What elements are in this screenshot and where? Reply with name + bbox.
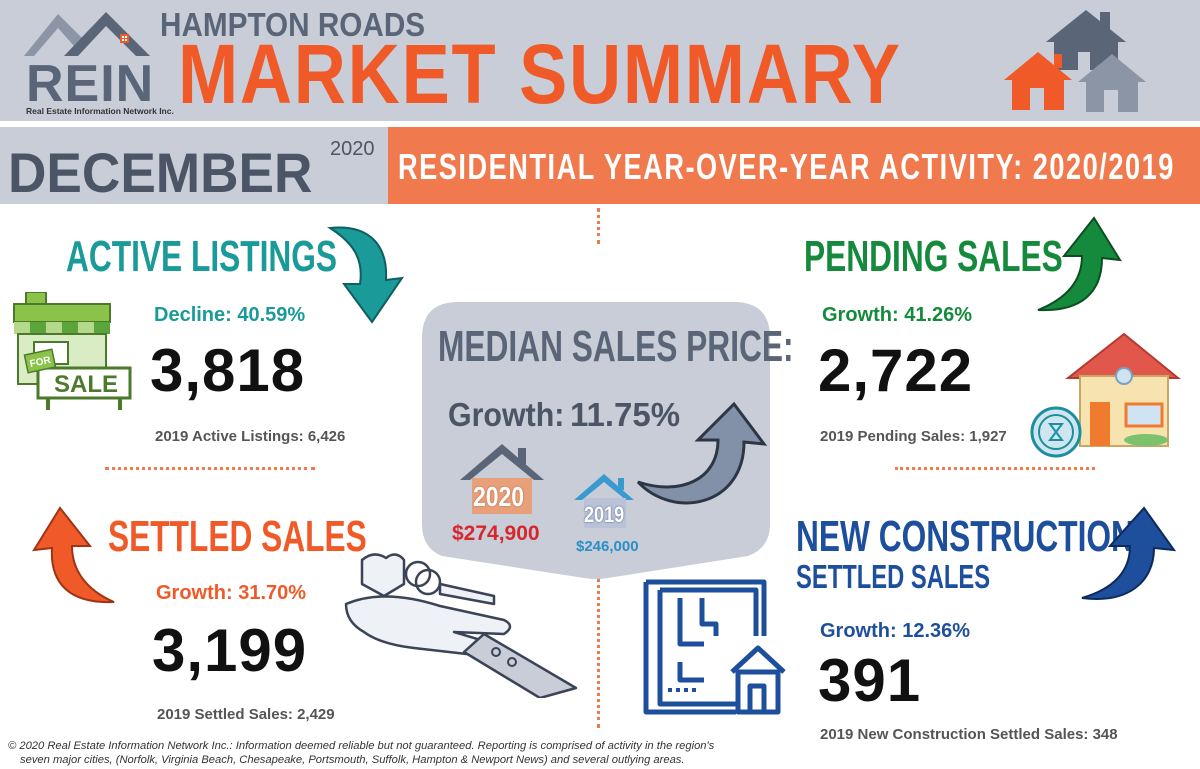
- median-price-current: $274,900: [452, 522, 540, 545]
- floor-plan-icon: [643, 579, 786, 715]
- settled-sales-title: SETTLED SALES: [108, 512, 367, 561]
- brand-subtitle: Real Estate Information Network Inc.: [26, 106, 174, 116]
- up-arrow-icon: [636, 401, 768, 505]
- banner-band: [388, 127, 1200, 204]
- active-listings-title: ACTIVE LISTINGS: [66, 232, 338, 281]
- up-arrow-icon: [1081, 506, 1177, 600]
- pending-sales-change: Growth: 41.26%: [822, 304, 973, 326]
- pending-sales-prior: 2019 Pending Sales: 1,927: [820, 428, 1007, 445]
- for-sign-text: FOR: [29, 355, 53, 370]
- divider-top: [597, 208, 600, 244]
- sale-sign-text: SALE: [54, 371, 118, 398]
- active-listings-change: Decline: 40.59%: [154, 304, 306, 326]
- year-label: 2020: [330, 138, 375, 160]
- house-icon: [1030, 332, 1181, 458]
- new-construction-change: Growth: 12.36%: [820, 620, 971, 642]
- hand-with-keys-icon: [344, 553, 578, 698]
- active-listings-value: 3,818: [150, 337, 306, 404]
- month-label: DECEMBER: [8, 141, 313, 204]
- divider-bottom: [597, 578, 600, 728]
- new-construction-prior: 2019 New Construction Settled Sales: 348: [820, 726, 1118, 743]
- down-arrow-icon: [327, 226, 405, 324]
- divider-left: [105, 467, 315, 470]
- header-band: [0, 0, 1200, 121]
- median-price-change-label: Growth:: [448, 396, 565, 433]
- header-divider: [0, 121, 1200, 127]
- settled-sales-change: Growth: 31.70%: [156, 582, 307, 604]
- settled-sales-value: 3,199: [152, 617, 308, 684]
- houses-cluster-icon: [1004, 10, 1146, 112]
- house-2020-icon: [460, 444, 544, 514]
- active-listings-prior: 2019 Active Listings: 6,426: [155, 428, 346, 445]
- activity-banner: RESIDENTIAL YEAR-OVER-YEAR ACTIVITY: 202…: [398, 146, 1175, 187]
- footer-disclaimer-line1: © 2020 Real Estate Information Network I…: [8, 740, 715, 752]
- up-arrow-icon: [32, 506, 115, 604]
- footer-disclaimer-line2: seven major cities, (Norfolk, Virginia B…: [20, 754, 685, 766]
- region-title: HAMPTON ROADS: [160, 6, 426, 43]
- page-title: MARKET SUMMARY: [178, 27, 902, 121]
- median-price-change-pct: 11.75%: [570, 396, 681, 433]
- new-construction-value: 391: [818, 647, 922, 714]
- brand-logo-text: REIN: [26, 55, 155, 113]
- new-construction-title: NEW CONSTRUCTION: [796, 512, 1134, 561]
- median-price-prior: $246,000: [576, 538, 639, 555]
- house-2019-icon: [574, 474, 634, 528]
- settled-sales-prior: 2019 Settled Sales: 2,429: [157, 706, 335, 723]
- up-arrow-icon: [1037, 216, 1122, 312]
- pending-sales-value: 2,722: [818, 337, 974, 404]
- divider-right: [895, 467, 1095, 470]
- median-year-prior: 2019: [584, 502, 625, 527]
- median-price-title: MEDIAN SALES PRICE:: [438, 322, 794, 371]
- median-year-current: 2020: [473, 481, 525, 512]
- rein-logo-houses-icon: [24, 12, 150, 56]
- pending-sales-title: PENDING SALES: [804, 232, 1063, 281]
- new-construction-subtitle: SETTLED SALES: [796, 558, 991, 595]
- for-sale-shop-icon: FOR SALE: [13, 292, 132, 410]
